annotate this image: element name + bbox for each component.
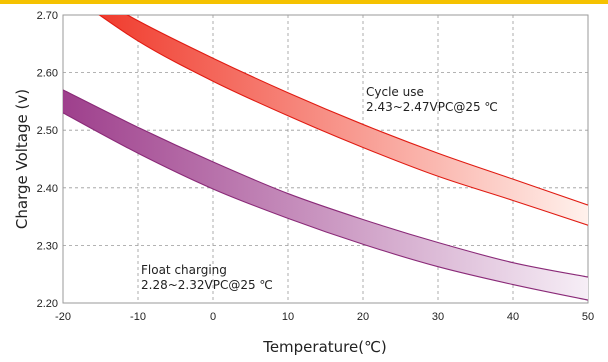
y-tick-labels: 2.20 2.30 2.40 2.50 2.60 2.70 — [37, 10, 58, 310]
series-bands — [63, 15, 588, 301]
x-tick-label: 10 — [282, 311, 294, 323]
x-tick-labels: -20 -10 0 10 20 30 40 50 — [55, 311, 594, 323]
cycle-use-upper-line — [126, 15, 588, 206]
x-tick-label: -10 — [130, 311, 146, 323]
y-axis-label: Charge Voltage (v) — [13, 89, 31, 229]
x-axis-label: Temperature(℃) — [262, 338, 387, 356]
cycle-use-lower-line — [98, 15, 588, 226]
y-tick-label: 2.50 — [37, 125, 58, 137]
float-charging-lower-line — [63, 112, 588, 301]
cycle-use-band — [99, 15, 588, 226]
y-tick-label: 2.20 — [37, 298, 58, 310]
x-tick-label: 20 — [357, 311, 369, 323]
x-tick-label: -20 — [55, 311, 71, 323]
float-charging-upper-line — [63, 89, 588, 278]
cycle-use-label: Cycle use — [366, 85, 424, 99]
y-tick-label: 2.40 — [37, 183, 58, 195]
plot-area — [62, 14, 589, 304]
top-accent-bar — [0, 0, 608, 4]
y-tick-label: 2.60 — [37, 68, 58, 80]
x-tick-label: 0 — [210, 311, 216, 323]
float-charging-label: Float charging — [141, 263, 227, 277]
x-tick-label: 40 — [507, 311, 519, 323]
cycle-use-spec: 2.43~2.47VPC@25 ℃ — [366, 100, 498, 114]
float-charging-spec: 2.28~2.32VPC@25 ℃ — [141, 278, 273, 292]
y-tick-label: 2.70 — [37, 10, 58, 22]
y-tick-label: 2.30 — [37, 240, 58, 252]
float-charging-band — [63, 89, 588, 301]
x-tick-label: 30 — [432, 311, 444, 323]
x-tick-label: 50 — [582, 311, 594, 323]
